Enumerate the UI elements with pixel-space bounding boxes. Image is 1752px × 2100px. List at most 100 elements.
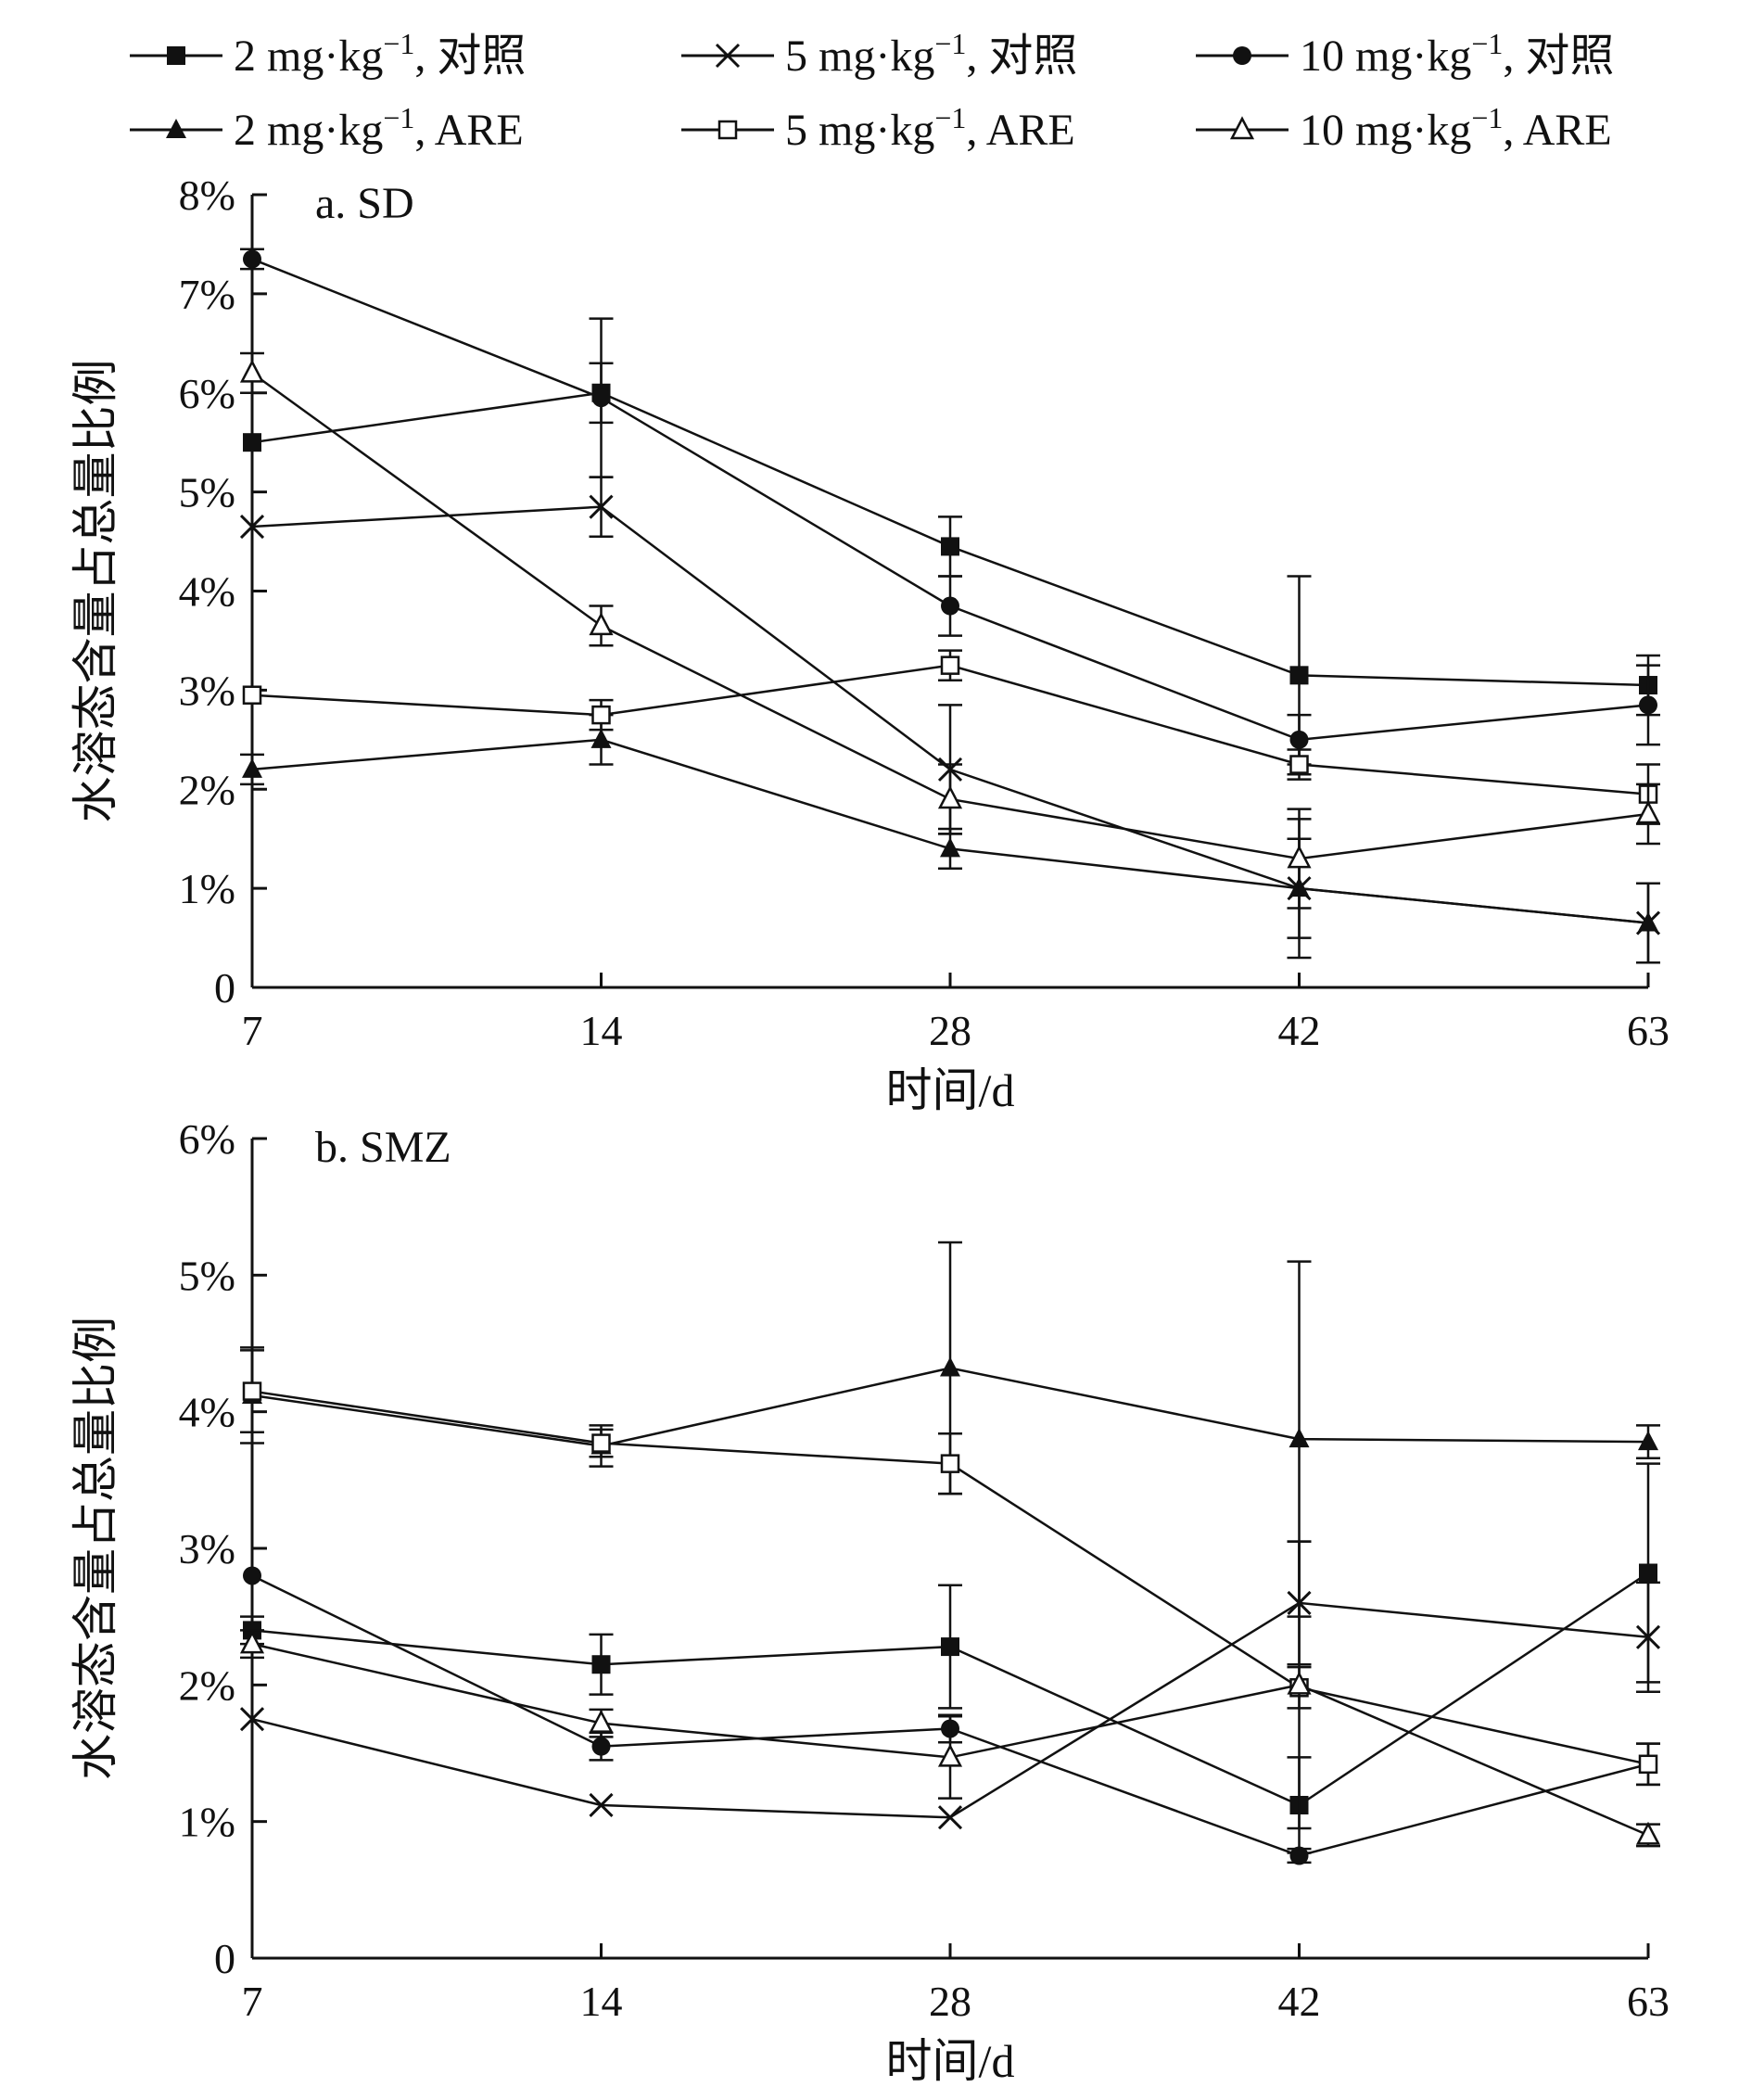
data-point (1635, 800, 1661, 824)
legend-label: 2 mg·kg−1, ARE (234, 101, 524, 155)
x-tick-label: 42 (1278, 1978, 1321, 2025)
data-point (239, 359, 265, 383)
data-point (243, 249, 261, 269)
data-point (591, 1737, 611, 1756)
y-tick-label: 8% (179, 172, 235, 219)
data-point (589, 494, 614, 519)
data-point (242, 1381, 262, 1401)
data-point (239, 1630, 265, 1654)
legend-marker-square-open-icon (717, 120, 738, 140)
legend-marker-x-icon (715, 43, 741, 69)
data-point (589, 1709, 614, 1733)
x-tick-label: 7 (242, 1978, 263, 2025)
data-point (941, 1637, 959, 1657)
data-point (239, 1707, 265, 1732)
data-point (940, 1454, 960, 1473)
x-tick-label: 28 (929, 1978, 971, 2025)
series-triangle-filled (240, 713, 1660, 964)
legend-marker-triangle-filled-icon (166, 119, 186, 138)
y-axis-title: 水溶态含量占总量比例 (70, 1317, 121, 1780)
x-tick-label: 42 (1278, 1007, 1321, 1054)
data-point (589, 612, 614, 636)
data-point (940, 1356, 960, 1377)
data-point (1638, 1754, 1658, 1775)
y-tick-label: 0 (214, 1935, 235, 1982)
data-point (242, 685, 262, 705)
data-point (1289, 666, 1309, 685)
legend-item: 10 mg·kg−1, ARE (1196, 101, 1612, 155)
data-point (590, 728, 612, 748)
data-point (1639, 695, 1657, 715)
legend-item: 10 mg·kg−1, 对照 (1196, 27, 1614, 81)
panel-title: b. SMZ (315, 1123, 451, 1172)
y-tick-label: 5% (179, 469, 235, 516)
x-tick-label: 63 (1627, 1007, 1669, 1054)
data-point (239, 514, 265, 540)
data-point (591, 705, 611, 725)
legend-item: 2 mg·kg−1, ARE (130, 101, 524, 155)
data-point (937, 1743, 963, 1767)
x-tick-label: 7 (242, 1007, 263, 1054)
legend-label: 5 mg·kg−1, ARE (785, 101, 1075, 155)
y-tick-label: 6% (179, 1115, 235, 1163)
y-tick-label: 4% (179, 568, 235, 616)
series-triangle-open (239, 1540, 1661, 1848)
legend-label: 2 mg·kg−1, 对照 (234, 27, 526, 81)
series-square-filled (243, 362, 1660, 776)
data-point (1289, 1428, 1310, 1448)
data-point (591, 1433, 611, 1453)
legend-marker-circle-filled-icon (1233, 46, 1251, 65)
y-tick-label: 7% (179, 271, 235, 318)
data-point (1289, 755, 1309, 774)
chart-panel-b-smz: 0 1% 2% 3% 4% 5% 6% 7 14 28 42 63 时间/d 水溶态含量占总量比例 b. S… (70, 1115, 1669, 2087)
data-point (941, 596, 959, 616)
y-tick-label: 6% (179, 370, 235, 417)
data-point (1289, 1846, 1309, 1865)
chart-panel-a-sd: 0 1% 2% 3% 4% 5% 6% 7% 8% 7 14 28 42 63 时间/d 水溶态含量占总量比例… (70, 172, 1669, 1116)
data-point (1635, 1821, 1661, 1845)
x-axis-title: 时间/d (886, 2035, 1015, 2087)
y-axis-title: 水溶态含量占总量比例 (70, 360, 121, 823)
y-tick-label: 1% (179, 865, 235, 912)
data-point (1635, 1624, 1661, 1649)
series-circle-filled (240, 248, 1660, 766)
data-point (937, 785, 963, 809)
data-point (591, 1655, 611, 1674)
y-tick-label: 5% (179, 1252, 235, 1299)
legend-item: 2 mg·kg−1, 对照 (130, 27, 526, 81)
x-axis-title: 时间/d (886, 1064, 1015, 1116)
data-point (1638, 1431, 1658, 1451)
series-triangle-filled (240, 1241, 1660, 1618)
data-point (243, 433, 261, 452)
legend-label: 10 mg·kg−1, 对照 (1300, 27, 1614, 81)
legend-marker-square-filled-icon (167, 46, 185, 65)
data-point (1287, 845, 1312, 869)
y-tick-label: 1% (179, 1799, 235, 1846)
y-tick-label: 2% (179, 766, 235, 813)
legend-marker-triangle-open-icon (1229, 116, 1255, 140)
legend: 2 mg·kg−1, 对照 5 mg·kg−1, 对照 10 mg·kg−1, 对照… (130, 27, 1614, 155)
x-tick-label: 28 (929, 1007, 971, 1054)
legend-item: 5 mg·kg−1, 对照 (681, 27, 1077, 81)
data-point (940, 655, 960, 675)
data-point (243, 1566, 261, 1585)
x-tick-label: 14 (580, 1978, 623, 2025)
x-tick-label: 63 (1627, 1978, 1669, 2025)
series-triangle-open (239, 351, 1661, 910)
data-point (1287, 1671, 1312, 1695)
data-point (1289, 730, 1309, 749)
y-tick-label: 4% (179, 1389, 235, 1436)
data-point (242, 757, 262, 778)
data-point (591, 388, 611, 408)
panel-title: a. SD (315, 179, 414, 228)
data-point (589, 1792, 614, 1818)
data-point (937, 1805, 963, 1830)
data-point (1639, 1563, 1657, 1583)
series-square-open (242, 649, 1660, 825)
legend-label: 10 mg·kg−1, ARE (1300, 101, 1612, 155)
data-point (940, 837, 960, 858)
data-point (941, 537, 959, 556)
data-point (1638, 911, 1658, 932)
y-tick-label: 3% (179, 1525, 235, 1572)
